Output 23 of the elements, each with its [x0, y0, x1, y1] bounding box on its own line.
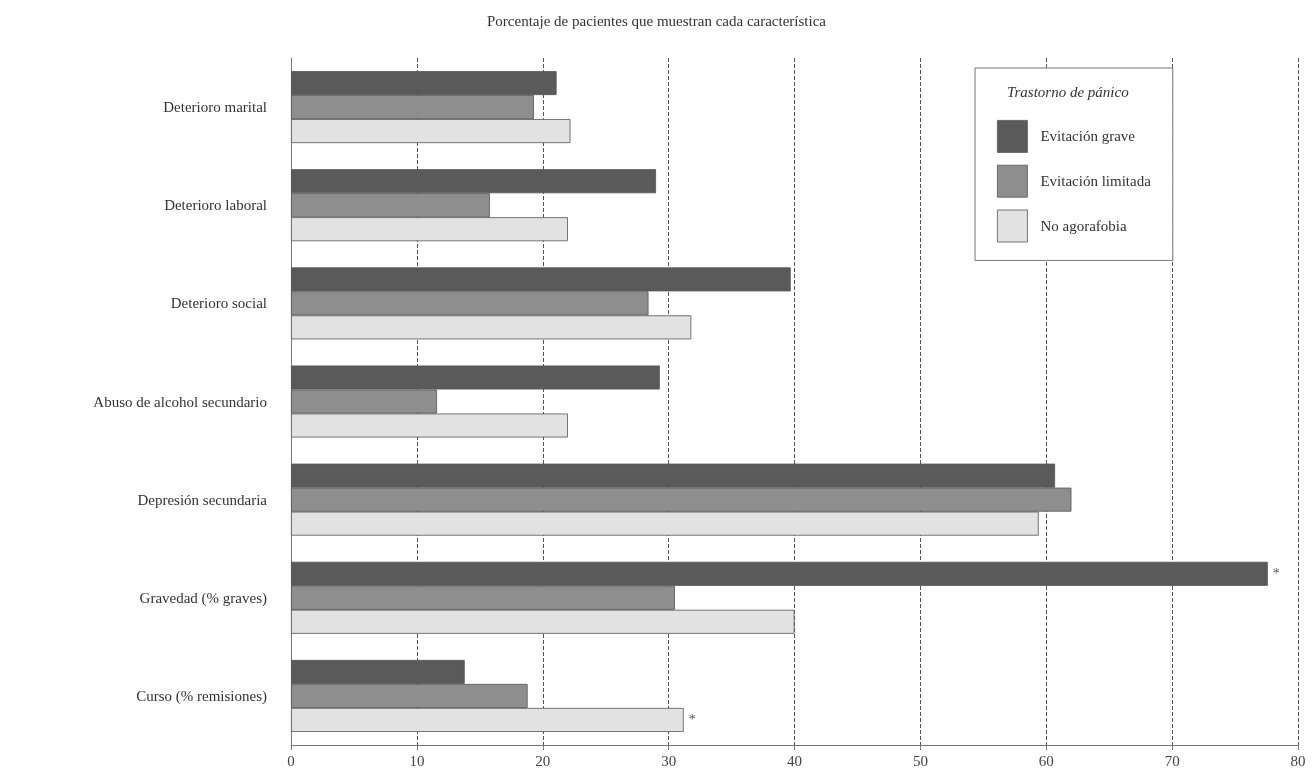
x-tick-label: 30 [661, 752, 677, 769]
x-tick-label: 80 [1290, 752, 1306, 769]
y-tick-label: Gravedad (% graves) [139, 589, 267, 607]
x-tick-label: 50 [912, 752, 928, 769]
legend-label: No agorafobia [1040, 218, 1127, 234]
legend-title: Trastorno de pánico [1007, 83, 1130, 100]
x-tick-label: 10 [409, 752, 425, 769]
x-tick-label: 70 [1164, 752, 1180, 769]
x-tick-label: 20 [535, 752, 551, 769]
x-tick-label: 0 [287, 752, 295, 769]
y-tick-label: Deterioro laboral [164, 197, 267, 214]
y-tick-label: Deterioro social [170, 295, 267, 312]
chart-title: Porcentaje de pacientes que muestran cada característica [487, 12, 827, 29]
y-tick-label: Curso (% remisiones) [136, 687, 267, 705]
data-label: * [1272, 566, 1280, 582]
y-tick-label: Abuso de alcohol secundario [93, 393, 267, 410]
legend-label: Evitación limitada [1040, 173, 1152, 190]
x-tick-label: 60 [1038, 752, 1054, 769]
data-label: * [688, 712, 696, 728]
y-tick-label: Depresión secundaria [137, 491, 268, 508]
y-tick-label: Deterioro marital [163, 99, 267, 116]
x-tick-label: 40 [787, 752, 802, 769]
legend-label: Evitación grave [1040, 128, 1136, 145]
